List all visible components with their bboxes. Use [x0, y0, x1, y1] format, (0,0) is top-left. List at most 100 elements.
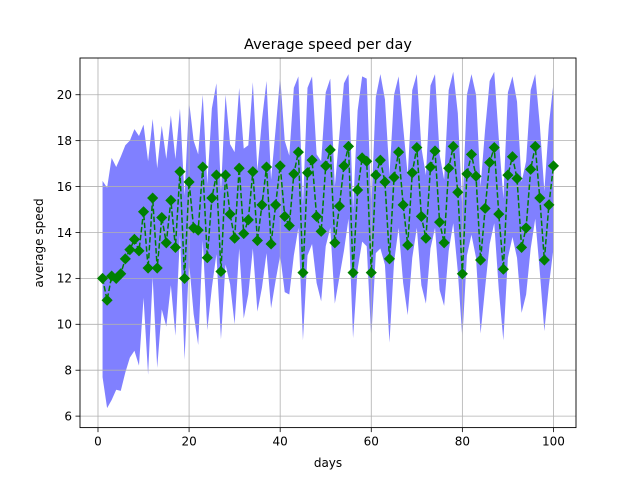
data-point-marker	[124, 244, 136, 256]
data-point-marker	[402, 239, 414, 251]
data-point-marker	[420, 232, 432, 244]
data-point-marker	[456, 268, 468, 280]
data-point-marker	[251, 234, 263, 247]
y-tick-label: 6	[64, 409, 72, 423]
x-tick-label: 0	[94, 435, 102, 449]
data-point-marker	[297, 267, 309, 279]
chart-title: Average speed per day	[244, 37, 412, 53]
data-point-marker	[242, 214, 254, 226]
data-point-marker	[270, 199, 282, 211]
data-point-marker	[292, 146, 304, 158]
data-point-marker	[265, 238, 277, 250]
data-point-marker	[215, 265, 227, 278]
data-point-marker	[397, 199, 409, 211]
data-point-marker	[201, 252, 213, 264]
data-point-marker	[411, 141, 423, 154]
x-tick-label: 100	[542, 435, 565, 449]
data-point-marker	[119, 253, 131, 265]
data-point-marker	[534, 192, 546, 204]
data-point-marker	[133, 245, 145, 257]
data-point-marker	[447, 140, 459, 152]
data-point-marker	[283, 220, 295, 232]
data-point-marker	[197, 161, 209, 173]
data-point-marker	[484, 156, 496, 169]
data-point-marker	[169, 241, 181, 253]
data-point-marker	[219, 169, 232, 181]
data-point-marker	[488, 141, 500, 154]
data-point-marker	[142, 262, 154, 274]
y-tick-label: 18	[57, 134, 72, 148]
y-tick-label: 14	[57, 226, 72, 240]
data-point-marker	[383, 253, 396, 265]
data-point-marker	[516, 241, 528, 253]
data-point-marker	[174, 166, 186, 178]
y-tick-label: 10	[57, 318, 72, 332]
data-point-marker	[475, 254, 487, 266]
data-point-marker	[115, 268, 127, 280]
y-tick-label: 20	[57, 88, 72, 102]
y-axis-label: average speed	[32, 198, 46, 287]
data-point-marker	[429, 145, 441, 157]
data-point-marker	[547, 160, 560, 172]
data-point-marker	[260, 161, 273, 173]
data-point-marker	[352, 184, 364, 196]
data-point-marker	[520, 222, 532, 234]
data-point-marker	[361, 155, 373, 167]
data-point-marker	[137, 206, 150, 218]
data-point-marker	[529, 140, 541, 152]
data-point-marker	[493, 208, 505, 220]
data-point-marker	[311, 210, 323, 222]
data-point-marker	[324, 144, 336, 156]
data-point-marker	[210, 169, 222, 181]
data-point-marker	[247, 166, 259, 178]
x-tick-label: 60	[364, 435, 379, 449]
data-point-marker	[147, 192, 159, 204]
y-tick-label: 8	[64, 364, 72, 378]
x-tick-label: 80	[455, 435, 470, 449]
data-point-marker	[452, 186, 464, 198]
data-point-marker	[374, 154, 386, 166]
data-point-marker	[434, 216, 446, 228]
data-point-marker	[538, 254, 550, 266]
data-point-marker	[333, 200, 345, 212]
grid-layer	[80, 58, 576, 428]
data-point-marker	[206, 192, 218, 204]
data-point-marker	[306, 154, 318, 166]
data-point-marker	[461, 168, 473, 180]
data-point-marker	[315, 225, 327, 237]
data-point-marker	[393, 146, 405, 158]
data-point-marker	[301, 167, 314, 179]
plot-frame	[79, 57, 577, 429]
data-point-marker	[256, 199, 268, 211]
speed-range-band-layer	[102, 71, 554, 409]
average-speed-marker-layer	[96, 140, 560, 306]
data-point-marker	[238, 228, 250, 240]
average-speed-line	[101, 146, 555, 301]
data-point-marker	[543, 199, 555, 211]
data-point-marker	[338, 160, 350, 172]
data-point-marker	[525, 163, 537, 175]
data-point-marker	[165, 194, 177, 206]
data-point-marker	[160, 237, 172, 249]
data-point-marker	[156, 211, 168, 224]
data-point-marker	[178, 272, 191, 284]
data-point-marker	[192, 224, 204, 236]
axis-ticks: 0 20 40 60 80 100 6 8 10 12 14 16 18 20	[57, 88, 565, 449]
data-point-marker	[511, 172, 523, 185]
data-point-marker	[233, 162, 245, 174]
data-point-marker	[101, 294, 113, 306]
data-point-marker	[342, 140, 355, 152]
data-point-marker	[443, 162, 455, 174]
data-point-marker	[224, 208, 236, 220]
data-point-marker	[506, 151, 519, 163]
data-point-marker	[365, 267, 377, 279]
x-tick-label: 20	[181, 435, 196, 449]
y-tick-label: 12	[57, 272, 72, 286]
data-point-marker	[497, 263, 509, 275]
data-point-marker	[502, 169, 514, 181]
data-point-marker	[406, 167, 418, 179]
data-point-marker	[347, 267, 359, 279]
data-point-marker	[415, 210, 427, 222]
data-point-marker	[329, 237, 341, 249]
data-point-marker	[370, 169, 382, 181]
